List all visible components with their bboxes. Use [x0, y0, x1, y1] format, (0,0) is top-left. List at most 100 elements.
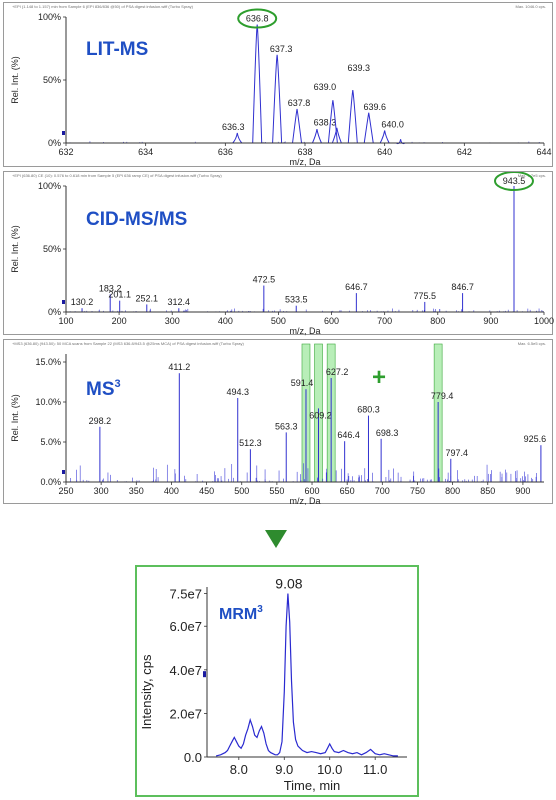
- lit-ms-peak: [347, 89, 358, 144]
- cid-msms-x-tick-label: 1000: [534, 316, 554, 326]
- ms3-max-text: Max. 6.5e5 cps.: [517, 341, 546, 346]
- ms3-peak-label: 925.6: [524, 434, 547, 444]
- lit-ms-y-tick-label: 0%: [48, 138, 61, 148]
- ms3-peak-label: 591.4: [291, 378, 314, 388]
- cid-msms-panel: +EPI (636.80) CE (10): 0.576 to 0.618 mi…: [3, 171, 554, 336]
- ms3-peak-label: 512.3: [239, 438, 262, 448]
- lit-ms-axis-marker: [62, 131, 65, 135]
- ms3-y-axis-label: Rel. Int. (%): [10, 394, 20, 442]
- lit-ms-peak-label: 637.3: [270, 44, 293, 54]
- lit-ms-y-axis-label: Rel. Int. (%): [10, 56, 20, 104]
- ms3-header-text: +MS3 (636.80) (943.50): 50 MCA scans fro…: [12, 341, 244, 346]
- lit-ms-peak: [232, 132, 243, 144]
- lit-ms-peak: [311, 129, 322, 144]
- cid-msms-peak-label: 201.1: [108, 290, 131, 300]
- ms3-peak-label: 698.3: [376, 428, 399, 438]
- ms3-peak-label: 494.3: [226, 387, 249, 397]
- lit-ms-x-tick-label: 634: [138, 147, 153, 157]
- lit-ms-y-tick-label: 100%: [38, 12, 61, 22]
- ms3-title: MS3: [86, 378, 121, 400]
- cid-msms-x-tick-label: 100: [58, 316, 73, 326]
- mrm3-y-axis-label: Intensity, cps: [139, 654, 154, 729]
- mrm3-y-tick-label: 4.0e7: [169, 663, 202, 678]
- cid-msms-peak-label: 130.2: [71, 297, 94, 307]
- lit-ms-header-text: +EPI (1.148 to 1.157) min from Sample 6 …: [12, 4, 193, 9]
- mrm3-y-tick-label: 0.0: [184, 750, 202, 765]
- ms3-x-tick-label: 550: [269, 486, 284, 496]
- cid-msms-highlight-circle: [493, 172, 534, 191]
- lit-ms-peak-label: 636.8: [246, 14, 269, 24]
- cid-msms-header-text: +EPI (636.80) CE (10): 0.576 to 0.618 mi…: [12, 173, 222, 178]
- lit-ms-peak-label: 638.3: [314, 117, 337, 127]
- cid-msms-y-tick-label: 100%: [38, 181, 61, 191]
- cid-msms-peak-label: 472.5: [253, 275, 276, 285]
- ms3-x-tick-label: 650: [340, 486, 355, 496]
- mrm3-y-tick-label: 6.0e7: [169, 619, 202, 634]
- cid-msms-x-tick-label: 600: [324, 316, 339, 326]
- lit-ms-peak: [331, 127, 342, 144]
- cid-msms-peak-label: 312.4: [168, 297, 191, 307]
- mrm3-x-axis-label: Time, min: [284, 778, 341, 793]
- cid-msms-x-tick-label: 500: [271, 316, 286, 326]
- ms3-peak-label: 646.4: [337, 430, 360, 440]
- ms3-x-tick-label: 800: [445, 486, 460, 496]
- ms3-peak-label: 609.2: [309, 410, 332, 420]
- ms3-x-tick-label: 850: [480, 486, 495, 496]
- cid-msms-x-tick-label: 400: [218, 316, 233, 326]
- ms3-plus-marker: +: [372, 364, 386, 391]
- cid-msms-x-axis-label: m/z, Da: [289, 326, 320, 336]
- ms3-x-tick-label: 700: [375, 486, 390, 496]
- cid-msms-x-tick-label: 900: [483, 316, 498, 326]
- ms3-y-tick-label: 0.0%: [40, 477, 61, 487]
- cid-msms-peak-label: 252.1: [136, 293, 159, 303]
- lit-ms-x-tick-label: 636: [218, 147, 233, 157]
- mrm3-title: MRM3: [219, 604, 263, 623]
- ms3-spectrum: 298.2 411.2 494.3 512.3 563.3 591.4 609.2 627.2…: [10, 343, 547, 505]
- mrm3-x-tick-label: 10.0: [317, 762, 342, 777]
- mrm3-y-tick-label: 2.0e7: [169, 706, 202, 721]
- ms3-x-tick-label: 400: [164, 486, 179, 496]
- cid-msms-peak-label: 846.7: [451, 282, 474, 292]
- lit-ms-peak: [327, 100, 338, 144]
- ms3-x-tick-label: 250: [58, 486, 73, 496]
- lit-ms-peak: [395, 139, 406, 145]
- lit-ms-x-tick-label: 642: [457, 147, 472, 157]
- ms3-axis-marker: [62, 470, 65, 474]
- lit-ms-x-tick-label: 638: [297, 147, 312, 157]
- ms3-x-tick-label: 450: [199, 486, 214, 496]
- ms3-peak-label: 411.2: [168, 362, 190, 372]
- ms3-peak-label: 797.4: [446, 448, 469, 458]
- cid-msms-x-tick-label: 300: [165, 316, 180, 326]
- cid-msms-axis-marker: [62, 300, 65, 304]
- ms3-x-tick-label: 900: [515, 486, 530, 496]
- ms3-panel: +MS3 (636.80) (943.50): 50 MCA scans fro…: [3, 339, 553, 505]
- mrm3-trace: [215, 593, 398, 757]
- cid-msms-peak-label: 646.7: [345, 282, 368, 292]
- ms3-x-tick-label: 750: [410, 486, 425, 496]
- ms3-title-superscript: 3: [115, 378, 121, 390]
- down-arrow-icon: [265, 530, 287, 548]
- lit-ms-peak-label: 640.0: [381, 119, 404, 129]
- lit-ms-peak-label: 636.3: [222, 122, 245, 132]
- ms3-x-tick-label: 500: [234, 486, 249, 496]
- lit-ms-x-tick-label: 632: [58, 147, 73, 157]
- ms3-peak-label: 680.3: [357, 405, 380, 415]
- lit-ms-peak-label: 639.6: [363, 102, 386, 112]
- mrm3-peak-label: 9.08: [275, 576, 302, 592]
- mrm3-chromatogram: 0.0 2.0e7 4.0e7 6.0e7 7.5e7 8.0 9.0 10.0 11.0 9.0…: [139, 576, 407, 793]
- mrm3-x-tick-label: 8.0: [230, 762, 248, 777]
- cid-msms-x-tick-label: 800: [430, 316, 445, 326]
- ms3-x-axis-label: m/z, Da: [289, 496, 320, 505]
- lit-ms-peak-label: 639.3: [348, 63, 371, 73]
- ms3-x-tick-label: 350: [129, 486, 144, 496]
- lit-ms-peak-label: 639.0: [314, 82, 337, 92]
- ms3-y-tick-label: 15.0%: [35, 357, 61, 367]
- mrm3-x-tick-label: 11.0: [363, 762, 387, 777]
- lit-ms-title: LIT-MS: [86, 39, 148, 60]
- ms3-peak-label: 779.4: [431, 391, 454, 401]
- lit-ms-peak: [292, 108, 303, 144]
- lit-ms-x-tick-label: 644: [536, 147, 551, 157]
- mrm3-title-superscript: 3: [257, 604, 263, 615]
